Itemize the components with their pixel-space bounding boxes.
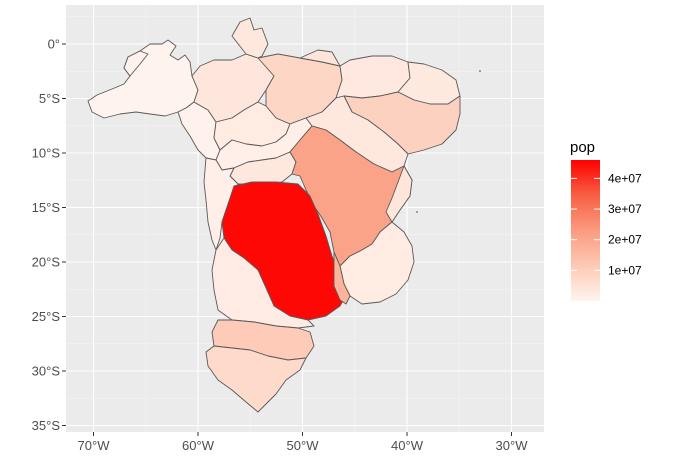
legend-title: pop [570,139,595,156]
x-tick-label: 70°W [78,438,111,453]
y-tick-label: 15°S [32,200,61,215]
map-region [205,345,307,413]
legend-tick-label: 1e+07 [608,263,642,277]
x-axis: 70°W 60°W 50°W 40°W 30°W [78,432,529,453]
legend: pop 1e+07 2e+07 3e+07 4e+07 [570,139,642,301]
legend-tick-label: 2e+07 [608,233,642,247]
legend-colorbar [571,160,600,301]
x-tick-label: 30°W [496,438,529,453]
map-region [123,50,149,77]
y-tick-label: 30°S [32,364,61,379]
map-region [299,49,341,67]
y-tick-label: 25°S [32,309,61,324]
y-tick-label: 20°S [32,255,61,270]
map-region [333,251,351,305]
x-tick-label: 40°W [391,438,424,453]
y-axis: 0° 5°S 10°S 15°S 20°S 25°S 30°S 35°S [32,37,66,433]
x-tick-label: 50°W [287,438,320,453]
y-tick-label: 35°S [32,418,61,433]
y-tick-label: 0° [48,37,60,52]
island-dot [416,211,418,213]
map-region [211,237,315,329]
map-region [339,221,415,305]
legend-tick-label: 3e+07 [608,202,642,216]
map-region [231,17,269,59]
y-tick-label: 10°S [32,146,61,161]
map-regions [87,17,461,413]
legend-ticks: 1e+07 2e+07 3e+07 4e+07 [571,171,642,277]
y-tick-label: 5°S [39,91,60,106]
x-tick-label: 60°W [182,438,215,453]
legend-tick-label: 4e+07 [608,171,642,185]
island-dot [479,70,481,72]
